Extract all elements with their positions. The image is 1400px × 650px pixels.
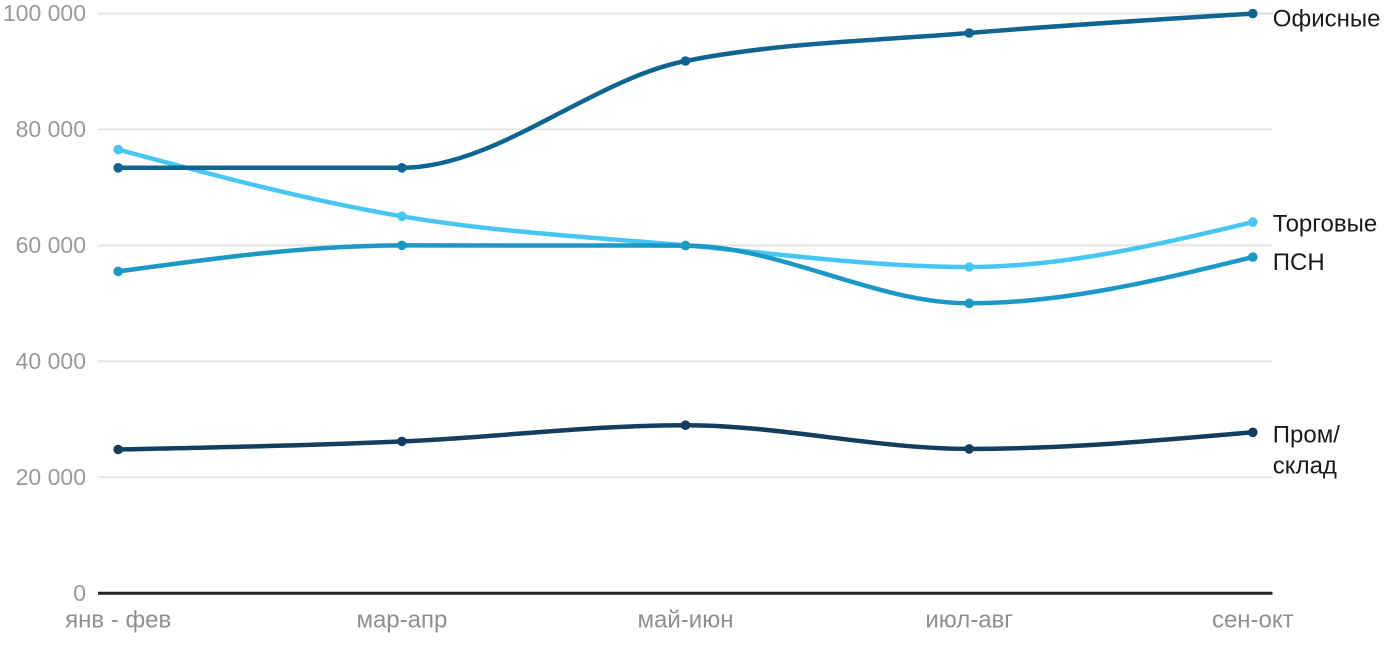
svg-text:мар-апр: мар-апр [356, 607, 447, 634]
svg-text:60 000: 60 000 [16, 232, 86, 258]
svg-text:0: 0 [73, 580, 86, 606]
svg-text:янв - фев: янв - фев [65, 607, 171, 634]
svg-text:80 000: 80 000 [16, 116, 86, 142]
svg-text:май-июн: май-июн [638, 607, 734, 634]
svg-text:Офисные: Офисные [1273, 5, 1381, 32]
svg-text:20 000: 20 000 [16, 464, 86, 490]
svg-text:сен-окт: сен-окт [1212, 607, 1294, 634]
svg-text:40 000: 40 000 [16, 348, 86, 374]
svg-text:склад: склад [1273, 452, 1337, 479]
svg-text:Пром/: Пром/ [1273, 422, 1340, 449]
svg-text:июл-авг: июл-авг [925, 607, 1013, 634]
svg-text:ПСН: ПСН [1273, 249, 1325, 276]
svg-text:Торговые: Торговые [1273, 211, 1377, 238]
svg-text:100 000: 100 000 [3, 0, 86, 26]
